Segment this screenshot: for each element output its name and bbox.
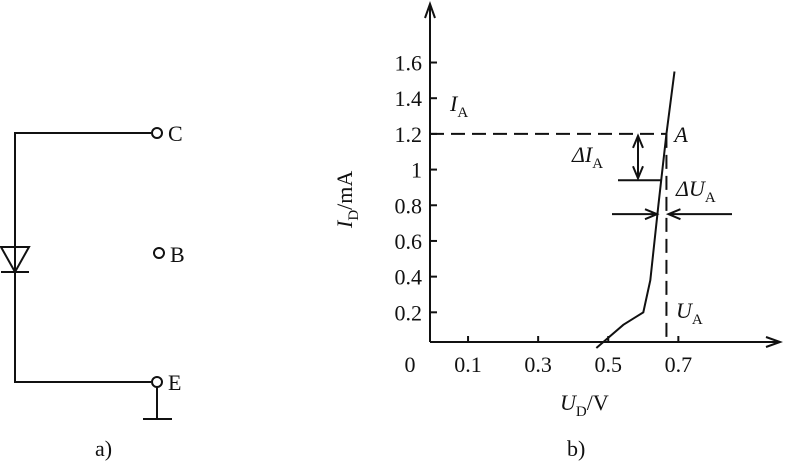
y-tick-label: 0.2 [395, 300, 423, 325]
annotation: ΔIA [571, 142, 603, 172]
delta-i-arrow [632, 133, 644, 181]
annotation-main: ΔI [571, 142, 594, 167]
terminal [153, 247, 165, 259]
annotation-main: ΔU [675, 176, 707, 201]
y-tick-label: 1 [411, 158, 422, 183]
annotation: UA [676, 298, 703, 328]
annotation-sub: A [692, 312, 703, 328]
x-axis-label: UD/V [560, 390, 609, 420]
terminal [151, 127, 163, 139]
terminal-label: B [170, 242, 185, 267]
terminal-label: C [168, 121, 183, 146]
y-axis [424, 1, 436, 342]
wire [14, 132, 151, 383]
x-axis-label-main: U [560, 390, 578, 415]
diode [0, 246, 31, 275]
curve [595, 71, 676, 349]
circuit: C B E a) [0, 121, 185, 461]
x-tick-label: 0.1 [454, 352, 482, 377]
y-tick-label: 1.4 [395, 86, 423, 111]
x-tick-label: 0 [405, 352, 416, 377]
x-tick-label: 0.3 [524, 352, 552, 377]
chart: 0.20.40.60.811.21.41.60 0.1 0.3 0.5 0.7UD/VI… [332, 1, 783, 461]
annotation-main: U [676, 298, 694, 323]
x-tick-label: 0.5 [595, 352, 623, 377]
y-tick-label: 1.2 [395, 122, 423, 147]
y-axis-label-sub: D [346, 210, 362, 221]
annotation: ΔUA [675, 176, 716, 206]
y-tick-label: 0.6 [395, 229, 423, 254]
annotation-sub: A [457, 105, 468, 121]
y-tick-label: 0.4 [395, 265, 423, 290]
annotation: IA [449, 91, 468, 121]
annotation-sub: A [705, 190, 716, 206]
annotation-main: I [449, 91, 459, 116]
y-axis-label: ID/mA [332, 171, 362, 229]
ground [143, 387, 172, 420]
y-tick-label: 1.6 [395, 51, 423, 76]
x-axis-label-unit: /V [587, 390, 609, 415]
x-axis [430, 336, 783, 348]
y-axis-label-unit: /mA [332, 171, 357, 210]
delta-u-arrows [612, 208, 732, 221]
x-axis-label-sub: D [576, 404, 587, 420]
x-tick-label: 0.7 [665, 352, 693, 377]
y-tick-label: 0.8 [395, 193, 423, 218]
y-axis-label-main: I [332, 219, 357, 229]
terminal [151, 376, 163, 388]
point-label: A [672, 122, 688, 147]
annotation-sub: A [592, 156, 603, 172]
terminal-label: E [168, 370, 181, 395]
caption: b) [567, 436, 585, 461]
caption: a) [95, 436, 112, 461]
